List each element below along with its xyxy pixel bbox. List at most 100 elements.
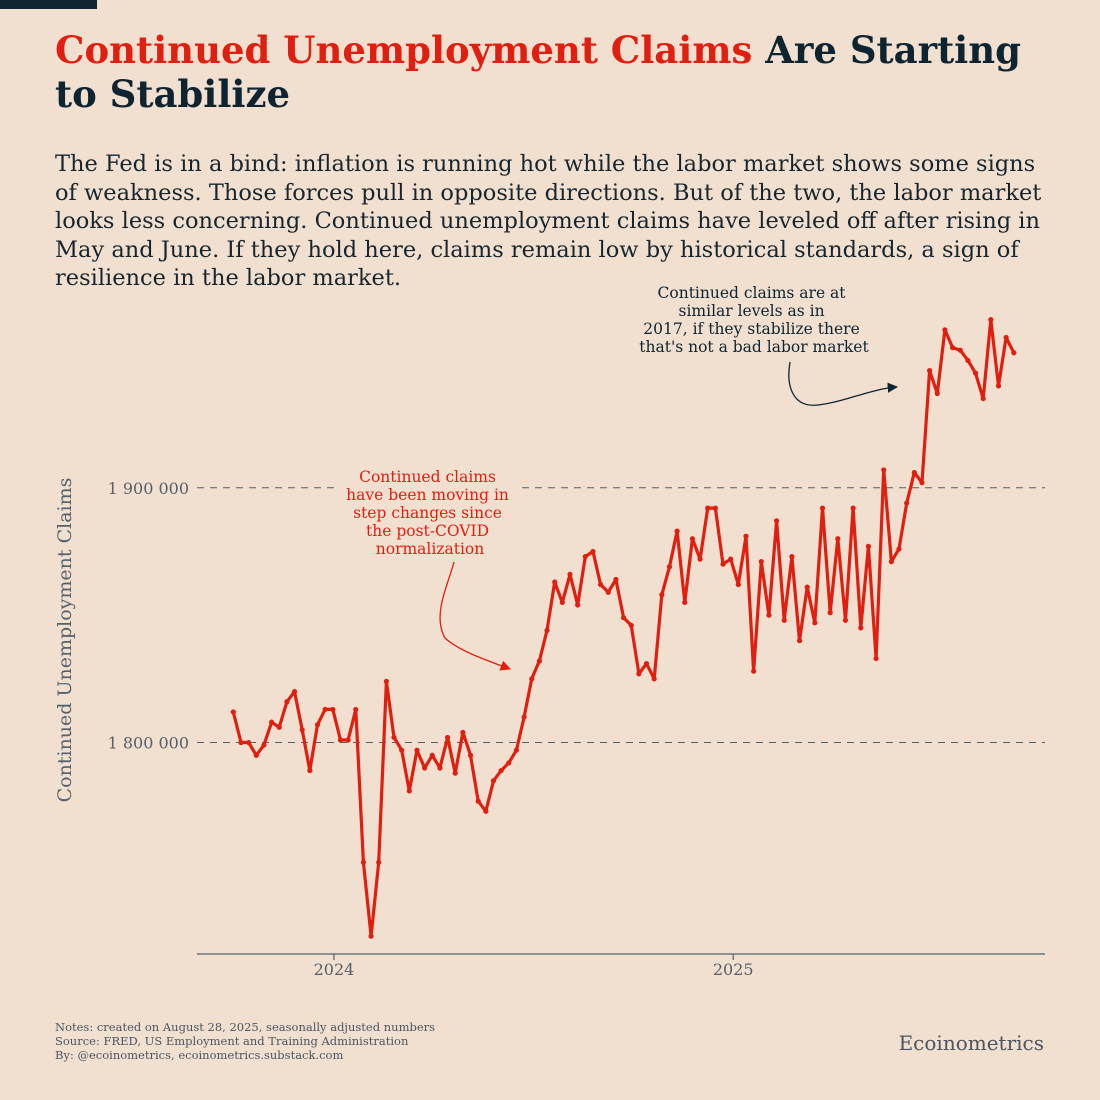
data-point [781,617,787,623]
data-point [682,599,688,606]
data-point [689,536,696,542]
data-point [353,706,359,713]
data-point [904,500,910,506]
data-point [972,370,979,376]
brand-logo-text: Ecoinometrics [898,1031,1044,1055]
annotation-1-text: Continued claims have been moving in ste… [346,468,514,558]
data-point [246,739,252,746]
data-point [483,808,489,814]
data-point [552,579,558,585]
data-point [429,752,435,758]
data-point [728,556,734,562]
data-point [582,553,588,560]
data-point [276,724,282,730]
data-point [422,765,428,771]
data-point [995,383,1002,389]
x-tick-label: 2024 [314,960,355,979]
data-point [636,671,642,677]
data-point [230,709,236,715]
data-point [766,612,772,618]
data-point [643,660,650,667]
data-point [460,729,466,735]
data-point [773,518,780,524]
y-tick-label: 1 800 000 [108,734,189,753]
annotation-1-background [336,464,522,561]
data-point [835,536,841,542]
data-point [307,767,313,774]
data-point [345,737,351,743]
data-point [567,571,573,577]
data-point [314,722,321,728]
data-point [536,658,542,664]
data-point [720,561,726,567]
data-point [590,548,596,555]
data-point [391,734,397,741]
annotation-1-arrow [439,561,511,671]
byline: By: @ecoinometrics, ecoinometrics.substa… [55,1048,344,1062]
y-axis-label: Continued Unemployment Claims [54,478,76,803]
data-point [628,622,634,628]
data-point [804,584,810,590]
data-point [980,395,986,402]
title-rest: Are Starting to Stabilize [55,28,1022,116]
annotation-2-arrow [788,361,899,406]
data-point [743,533,749,539]
data-point [291,688,298,695]
series-line [231,318,1016,938]
data-point [957,347,963,353]
data-point [789,553,795,560]
data-point [467,752,474,758]
data-point [575,602,581,608]
data-point [873,655,879,662]
data-point [819,505,826,511]
data-point [934,390,940,397]
data-point [796,638,803,644]
data-point [475,798,481,804]
data-point [758,559,764,565]
data-point [712,505,718,511]
data-point [751,668,757,674]
notes-line: Notes: created on August 28, 2025, seaso… [55,1020,436,1034]
data-point [598,581,604,588]
data-point [674,528,680,534]
data-point [697,556,703,562]
data-point [437,765,443,771]
data-point [498,767,504,774]
annotation-2-text: Continued claims are at similar levels a… [639,284,869,356]
data-point [299,727,305,733]
data-point [261,742,267,748]
data-point [383,678,389,684]
data-point [911,469,917,476]
data-point [337,737,344,743]
data-point [399,747,405,753]
data-point [949,345,956,351]
data-point [1011,350,1017,356]
data-point [666,564,673,570]
data-point [927,367,933,374]
data-point [368,933,374,939]
data-point [965,357,971,363]
data-point [613,576,619,583]
data-point [651,676,657,682]
data-point [988,317,994,323]
data-point [529,676,535,682]
corner-accent-bar [0,0,97,9]
data-point [735,581,741,588]
footer-notes: Notes: created on August 28, 2025, seaso… [55,1020,435,1062]
page-title: Continued Unemployment Claims Are Starti… [55,28,1065,116]
data-point [444,734,451,741]
x-tick-label: 2025 [713,960,754,979]
data-point [850,505,856,511]
data-point [827,610,833,616]
data-point [406,788,412,794]
data-point [858,625,864,631]
data-point [376,859,382,865]
data-point [253,752,259,758]
data-point [865,543,872,549]
subtitle: The Fed is in a bind: inflation is runni… [55,151,1042,291]
data-point [452,770,458,776]
data-point [268,719,275,725]
data-point [284,699,290,705]
data-point [919,480,925,486]
